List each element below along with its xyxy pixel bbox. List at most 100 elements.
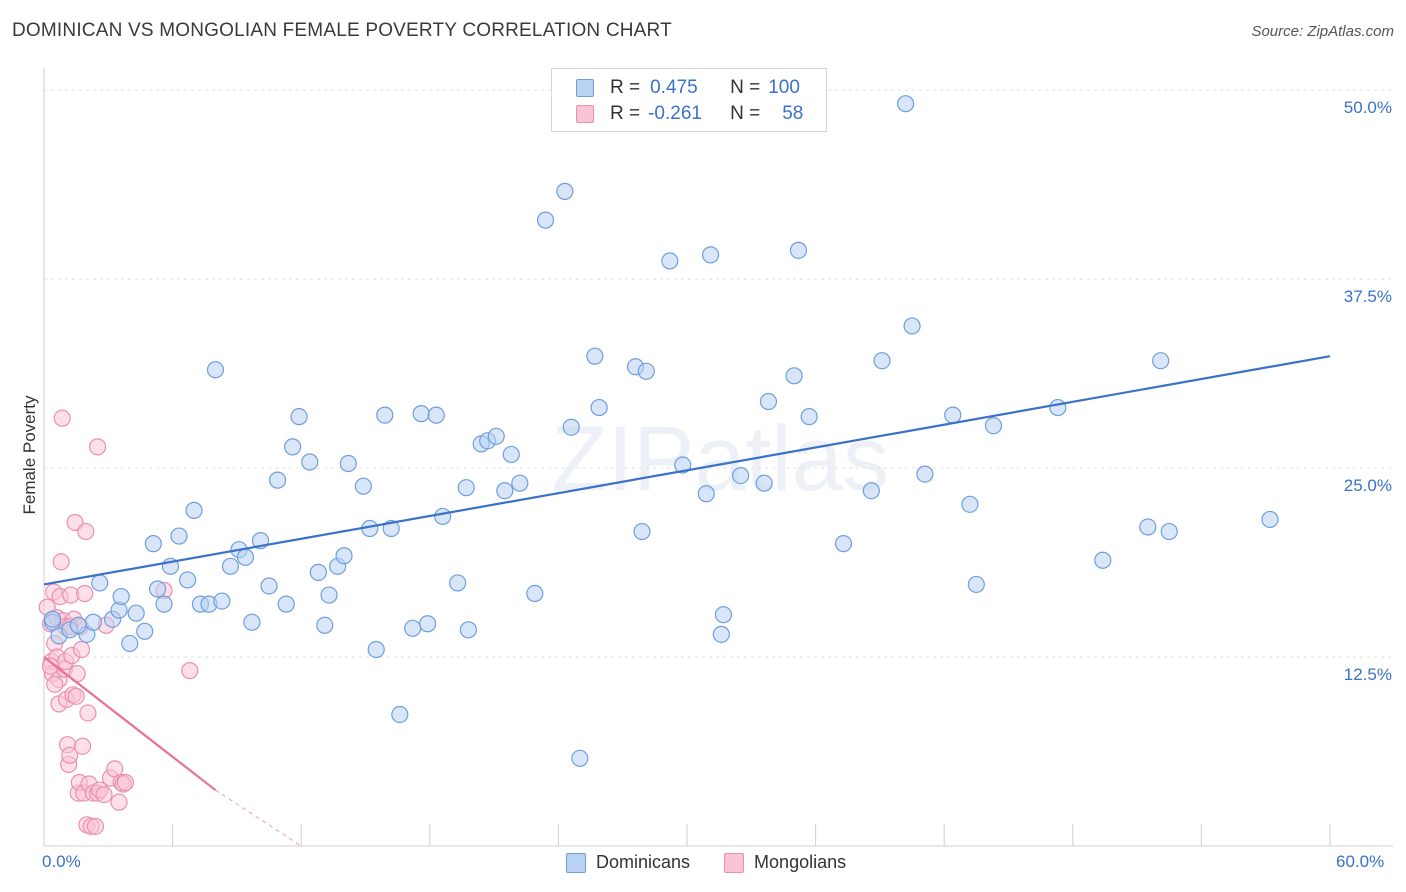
pink-swatch <box>724 852 745 873</box>
gridlines <box>44 89 1393 658</box>
pink-swatch <box>576 105 594 123</box>
dominican-point <box>148 580 167 598</box>
mongolian-point <box>79 704 97 722</box>
dominican-point <box>502 445 520 464</box>
mongolians-trend-line <box>43 656 217 791</box>
dominican-point <box>759 392 778 411</box>
mongolian-point <box>53 409 71 427</box>
dominican-point <box>335 547 353 565</box>
dominican-point <box>121 634 139 653</box>
dominican-point <box>661 252 679 270</box>
dominican-point <box>674 456 692 474</box>
mongolian-point <box>86 817 105 835</box>
dominican-point <box>697 485 715 503</box>
mongolian-point <box>46 675 64 693</box>
dominican-point <box>571 749 589 767</box>
dominican-point <box>862 482 880 500</box>
dominican-point <box>637 362 655 380</box>
dominican-point <box>1152 352 1170 370</box>
dominican-point <box>236 548 255 566</box>
dominican-point <box>1049 398 1067 417</box>
mongolian-point <box>52 553 70 571</box>
y-tick-label: 25.0% <box>1343 476 1392 496</box>
dominican-point <box>391 705 409 724</box>
mongolians-trend-extension <box>215 789 302 847</box>
dominican-point <box>487 427 505 445</box>
dominican-point <box>434 507 452 526</box>
dominican-point <box>339 454 357 473</box>
dominican-point <box>69 616 87 634</box>
dominican-point <box>277 595 295 613</box>
legend-row-mongolians: R = -0.261 N = 58 <box>576 103 803 125</box>
dominican-point <box>112 587 130 606</box>
dominican-point <box>404 619 422 637</box>
dominican-point <box>897 95 915 113</box>
legend-n-label: N = <box>730 77 761 98</box>
dominican-point <box>316 616 334 634</box>
dominican-point <box>1261 510 1279 529</box>
x-tick-min: 0.0% <box>42 852 81 871</box>
dominican-point <box>731 467 750 485</box>
dominican-point <box>260 577 278 595</box>
mongolian-point <box>73 737 92 755</box>
dominican-point <box>43 610 62 628</box>
dominican-point <box>367 640 385 659</box>
dominican-point <box>354 477 372 495</box>
y-tick-label: 50.0% <box>1343 98 1392 118</box>
legend-row-dominicans: R = 0.475 N = 100 <box>576 77 800 99</box>
correlation-legend: R = 0.475 N = 100 R = -0.261 N = 58 <box>551 68 827 132</box>
dominican-point <box>961 495 979 513</box>
y-tick-label: 37.5% <box>1343 287 1392 307</box>
dominican-point <box>206 361 225 379</box>
dominican-point <box>834 535 853 553</box>
dominican-point <box>916 465 934 483</box>
mongolian-point <box>95 785 113 804</box>
mongolian-point <box>41 657 60 675</box>
dominican-point <box>84 613 102 631</box>
chart-title: DOMINICAN VS MONGOLIAN FEMALE POVERTY CO… <box>12 20 672 41</box>
dominican-point <box>873 352 891 370</box>
source-label: Source: ZipAtlas.com <box>1251 23 1394 40</box>
dominican-point <box>91 574 109 592</box>
dominican-point <box>269 471 287 489</box>
dominican-point <box>284 438 302 456</box>
y-tick-label: 12.5% <box>1343 665 1392 685</box>
dominican-point <box>290 408 308 426</box>
x-tick-max: 60.0% <box>1336 852 1385 871</box>
dominican-point <box>536 211 555 229</box>
trend-lines <box>43 355 1331 847</box>
dominican-point <box>320 586 338 604</box>
dominican-point <box>301 453 319 471</box>
dominicans-points <box>43 95 1279 767</box>
legend-r-value: -0.261 <box>648 103 702 124</box>
dominican-point <box>136 622 154 640</box>
legend-label-dominicans: Dominicans <box>596 852 691 872</box>
dominican-point <box>309 563 327 581</box>
legend-item-mongolians: Mongolians <box>724 852 846 873</box>
legend-n-value: 100 <box>768 77 800 98</box>
dominican-point <box>712 625 730 643</box>
dominican-point <box>1094 551 1112 569</box>
legend-r-label: R = <box>610 103 641 124</box>
dominican-point <box>967 575 985 594</box>
dominican-point <box>701 246 720 264</box>
mongolian-point <box>181 662 199 680</box>
dominican-point <box>155 595 173 613</box>
dominican-point <box>170 527 188 545</box>
dominican-point <box>221 557 240 575</box>
mongolian-point <box>72 640 91 659</box>
dominican-point <box>127 604 145 622</box>
dominican-point <box>459 621 477 639</box>
dominican-point <box>243 613 261 631</box>
legend-item-dominicans: Dominicans <box>566 852 690 873</box>
dominican-point <box>800 408 818 426</box>
mongolian-point <box>67 687 85 705</box>
dominican-point <box>144 535 162 553</box>
legend-n-label: N = <box>730 103 761 124</box>
dominican-point <box>449 574 467 592</box>
mongolian-point <box>88 438 107 456</box>
mongolian-point <box>116 773 135 792</box>
series-legend: Dominicans Mongolians <box>566 852 880 873</box>
dominican-point <box>185 501 203 519</box>
